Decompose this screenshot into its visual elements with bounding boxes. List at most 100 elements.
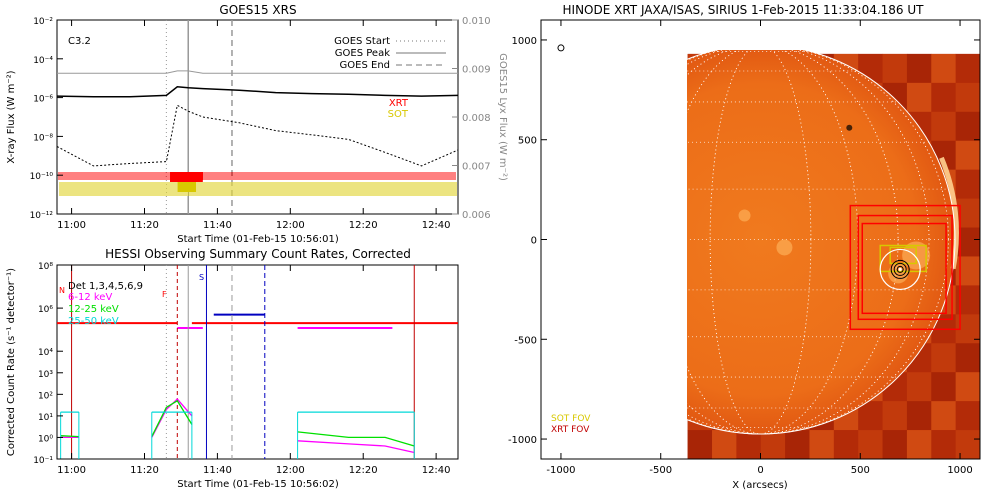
hinode-target-contour	[890, 259, 910, 279]
hessi-legend: Det 1,3,4,5,6,9 6-12 keV 12-25 keV 25-50…	[68, 281, 143, 327]
hinode-panel: HINODE XRT JAXA/ISAS, SIRIUS 1-Feb-2015 …	[508, 3, 981, 491]
hinode-offlimb-pixel	[931, 430, 957, 459]
goes-y-tick-label: 10⁻²	[33, 17, 53, 27]
hessi-12-25-keV-segment	[60, 435, 79, 438]
hessi-x-tick-label: 12:40	[422, 465, 451, 476]
goes-x-tick-label: 11:40	[203, 220, 232, 231]
hinode-bright-patch	[738, 209, 751, 222]
hinode-offlimb-pixel	[931, 372, 957, 402]
hinode-sot-fov-box	[879, 244, 927, 273]
hessi-panel: HESSI Observing Summary Count Rates, Cor…	[6, 247, 459, 490]
hessi-flag-f: F	[162, 290, 167, 299]
hessi-x-tick-label: 12:00	[276, 465, 305, 476]
hinode-sot-fov-label: SOT FOV	[551, 414, 591, 424]
hessi-legend-6-12: 6-12 keV	[68, 292, 112, 303]
hessi-x-tick-label: 12:20	[349, 465, 378, 476]
hinode-offlimb-pixel	[931, 343, 957, 373]
hessi-y-tick-label: 10¹	[38, 413, 53, 423]
hinode-y-tick-label: 0	[531, 236, 537, 247]
hinode-xrt-fov-box	[849, 204, 961, 331]
hessi-y-tick-label: 10⁰	[38, 434, 53, 444]
hessi-y-axis-label: Corrected Count Rate (s⁻¹ detector⁻¹)	[6, 268, 17, 456]
goes-x-tick-label: 11:20	[130, 220, 159, 231]
goes-y2-tick-label: 0.007	[462, 162, 491, 173]
hinode-offlimb-pixel	[931, 53, 957, 84]
goes-y2-tick-label: 0.009	[462, 65, 491, 76]
hinode-offlimb-pixel	[833, 430, 859, 459]
hessi-x-axis-label: Start Time (01-Feb-15 10:56:02)	[177, 479, 339, 490]
hinode-offlimb-pixel	[906, 372, 932, 402]
goes-xrt-dense-block	[170, 172, 203, 182]
hessi-y-tick-label: 10³	[38, 370, 53, 380]
goes-x-tick-label: 12:00	[276, 220, 305, 231]
hinode-offlimb-pixel	[955, 111, 980, 142]
goes-y2-tick-label: 0.006	[462, 210, 491, 221]
hinode-offlimb-pixel	[955, 372, 980, 402]
hinode-offlimb-pixel	[906, 401, 932, 431]
hinode-offlimb-pixel	[882, 53, 908, 84]
hessi-12-25-keV-segment	[297, 431, 415, 447]
hinode-offlimb-pixel	[906, 430, 932, 459]
hessi-title: HESSI Observing Summary Count Rates, Cor…	[105, 247, 411, 261]
hessi-y-tick-label: 10⁸	[38, 262, 53, 272]
hinode-y-tick-label: -500	[514, 335, 537, 346]
hinode-offlimb-pixel	[955, 82, 980, 113]
hinode-sot-fov-box	[889, 246, 917, 265]
hinode-offlimb-pixel	[931, 401, 957, 431]
hessi-y-tick-label: 10⁴	[38, 348, 53, 358]
hinode-xrt-fov-label: XRT FOV	[551, 425, 590, 435]
hinode-limb	[687, 50, 956, 435]
goes-y-tick-label: 10⁻¹⁰	[30, 172, 54, 182]
goes-legend: GOES Start GOES Peak GOES End XRT SOT	[334, 36, 446, 120]
hessi-y-tick-label: 10⁶	[38, 305, 53, 315]
goes-x-axis-label: Start Time (01-Feb-15 10:56:01)	[177, 234, 339, 245]
hinode-reference-marker	[557, 44, 565, 52]
goes-sot-dense-block	[177, 182, 196, 192]
goes-xrt-coverage	[58, 172, 456, 180]
hessi-legend-25-50: 25-50 keV	[68, 316, 119, 327]
goes-legend-peak: GOES Peak	[335, 48, 390, 59]
hinode-disk-group	[687, 50, 959, 435]
hinode-target-contour	[896, 265, 904, 273]
hinode-offlimb-pixel	[882, 430, 908, 459]
goes-y2-axis-label: GOES15 Lyx Flux (W m⁻²)	[497, 53, 508, 181]
hessi-flag-n: N	[59, 286, 65, 295]
hessi-x-tick-label: 11:20	[130, 465, 159, 476]
hinode-xrt-fov-box	[861, 222, 947, 315]
hinode-offlimb-pixel	[955, 169, 980, 200]
hinode-sunspot	[846, 124, 853, 131]
hinode-x-tick-label: 500	[851, 465, 870, 476]
hinode-xrt-fov-box	[857, 214, 953, 321]
hessi-6-12-keV-segment	[151, 398, 193, 438]
hinode-y-tick-label: 500	[518, 136, 537, 147]
hinode-offlimb-pixel	[955, 401, 980, 431]
goes-title: GOES15 XRS	[219, 3, 296, 17]
hinode-offlimb-pixel	[712, 430, 737, 459]
hinode-axis-ticks: -1000 -500 0 500 1000 -1000 -500 0 500 1000	[508, 20, 980, 476]
goes-legend-start: GOES Start	[334, 36, 390, 47]
goes-y-tick-label: 10⁻⁸	[33, 133, 53, 143]
hinode-offlimb-pixel	[955, 53, 980, 84]
goes-class-label: C3.2	[68, 36, 91, 47]
hinode-offlimb-pixel	[906, 82, 932, 113]
hinode-longitude-line	[687, 50, 930, 435]
hinode-offlimb-pixel	[760, 430, 786, 459]
goes-y-tick-label: 10⁻⁶	[33, 95, 53, 105]
hinode-offlimb-pixel	[809, 430, 835, 459]
hessi-series	[57, 265, 458, 459]
hinode-offlimb-pixel	[931, 82, 957, 113]
hinode-offlimb-pixel	[955, 430, 980, 459]
hinode-title: HINODE XRT JAXA/ISAS, SIRIUS 1-Feb-2015 …	[563, 3, 925, 17]
hessi-y-tick-label: 10⁻¹	[33, 456, 53, 466]
hinode-offlimb-pixel	[858, 401, 884, 431]
goes-y-axis-label: X-ray Flux (W m⁻²)	[6, 70, 17, 163]
hinode-x-tick-label: -1000	[546, 465, 575, 476]
goes-x-tick-label: 12:40	[422, 220, 451, 231]
goes-long-channel-line	[56, 86, 459, 98]
hinode-target-outer-circle	[879, 248, 921, 291]
hinode-bright-patch	[776, 239, 793, 256]
goes-panel: GOES15 XRS 11:00 11:20 11:40 12:00 12:20 12:4…	[6, 3, 508, 245]
hinode-offlimb-pixel	[858, 430, 884, 459]
